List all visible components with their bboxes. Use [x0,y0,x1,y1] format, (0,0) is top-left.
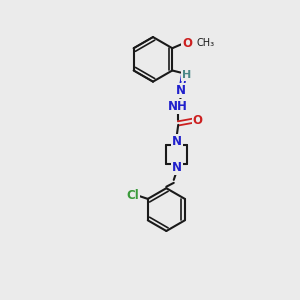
Text: N: N [176,84,186,97]
Text: CH₃: CH₃ [196,38,215,48]
Text: N: N [172,135,182,148]
Text: Cl: Cl [127,189,139,203]
Text: O: O [193,114,202,127]
Text: H: H [182,70,191,80]
Text: NH: NH [167,100,187,113]
Text: N: N [172,161,182,174]
Text: O: O [182,37,192,50]
